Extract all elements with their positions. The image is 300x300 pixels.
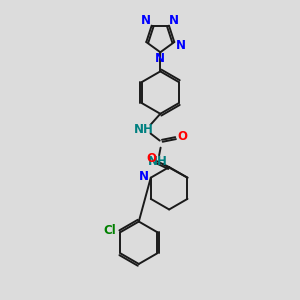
Text: N: N [169,14,179,27]
Text: NH: NH [148,155,168,168]
Text: NH: NH [134,124,154,136]
Text: N: N [141,14,151,27]
Text: N: N [155,52,165,65]
Text: Cl: Cl [103,224,116,237]
Text: N: N [138,170,148,183]
Text: O: O [146,152,156,165]
Text: O: O [177,130,188,143]
Text: N: N [176,38,186,52]
